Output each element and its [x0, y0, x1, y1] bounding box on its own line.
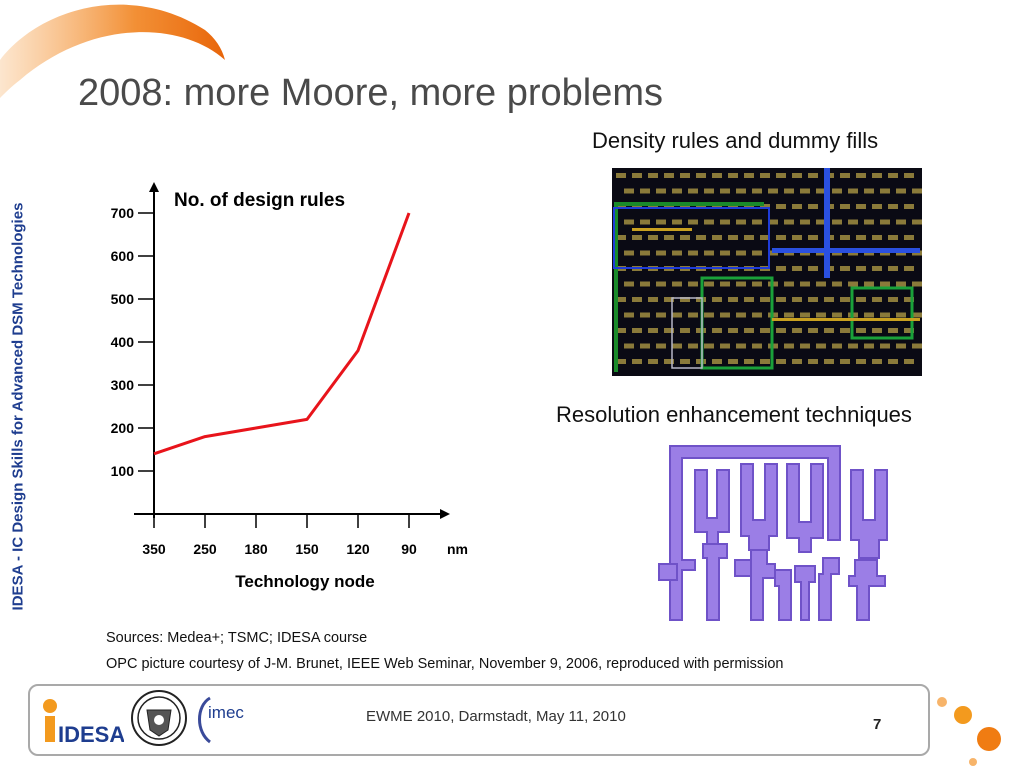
- y-axis-arrow: [149, 182, 159, 192]
- y-tick-label: 500: [111, 291, 135, 307]
- layout-pattern: [613, 168, 922, 372]
- footer-event-text: EWME 2010, Darmstadt, May 11, 2010: [366, 708, 626, 725]
- university-seal-logo: [131, 690, 187, 746]
- y-tick-label: 400: [111, 334, 135, 350]
- y-tick-label: 100: [111, 463, 135, 479]
- caption-resolution-enhancement: Resolution enhancement techniques: [556, 402, 912, 427]
- x-tick-label: 90: [401, 541, 417, 557]
- series-group: [153, 212, 411, 456]
- imec-logo: imec: [198, 696, 244, 744]
- opc-credit-line: OPC picture courtesy of J-M. Brunet, IEE…: [106, 656, 784, 672]
- decorative-swoosh: [0, 4, 225, 99]
- y-axis-ticks: 100 200 300 400 500 600 700: [111, 205, 154, 479]
- caption-density-rules: Density rules and dummy fills: [592, 128, 879, 153]
- slide-title: 2008: more Moore, more problems: [78, 72, 664, 114]
- x-tick-label: 180: [244, 541, 268, 557]
- dummy-fill-layout-image: [612, 168, 922, 376]
- y-tick-label: 200: [111, 420, 135, 436]
- x-axis-ticks: 350 250 180 150 120 90: [142, 514, 417, 557]
- x-tick-label: 250: [193, 541, 217, 557]
- imec-logo-text: imec: [208, 703, 244, 722]
- x-tick-label: 350: [142, 541, 166, 557]
- x-axis-unit: nm: [447, 541, 468, 557]
- chart-title: No. of design rules: [174, 190, 345, 211]
- x-tick-label: 150: [295, 541, 319, 557]
- x-axis-arrow: [440, 509, 450, 519]
- y-tick-label: 700: [111, 205, 135, 221]
- page-number: 7: [873, 716, 882, 733]
- sources-line: Sources: Medea+; TSMC; IDESA course: [106, 630, 368, 646]
- y-tick-label: 600: [111, 248, 135, 264]
- idesa-logo: IDESA: [43, 699, 124, 747]
- chart-axes: [134, 182, 450, 519]
- idesa-logo-text: IDESA: [58, 722, 124, 747]
- x-axis-label: Technology node: [235, 572, 374, 591]
- series-line: [153, 212, 411, 456]
- x-tick-label: 120: [346, 541, 370, 557]
- y-tick-label: 300: [111, 377, 135, 393]
- opc-mask-image: [658, 445, 888, 621]
- decorative-dots: [937, 697, 1001, 766]
- side-vertical-title: IDESA - IC Design Skills for Advanced DS…: [9, 202, 27, 611]
